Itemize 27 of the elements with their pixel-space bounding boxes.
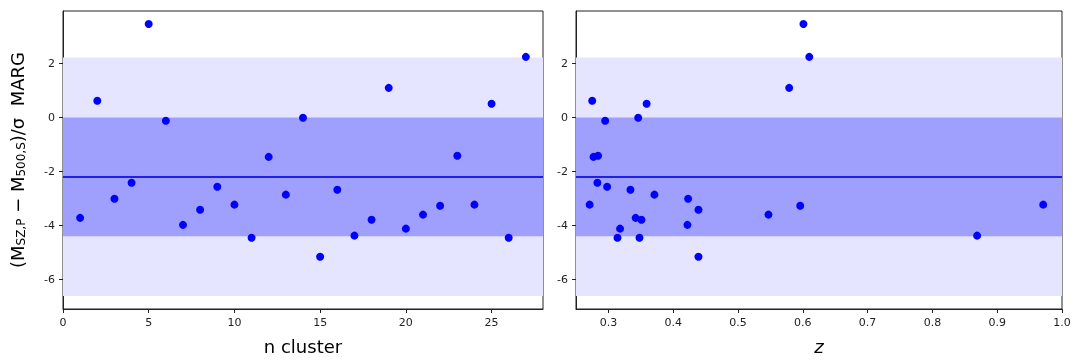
x-tick-label: 0.4 — [664, 316, 682, 329]
y-tick-label: 0 — [561, 111, 568, 125]
y-tick-label: -2 — [557, 164, 568, 178]
y-tick-label: -6 — [557, 272, 568, 286]
x-tick-label: 0.9 — [988, 316, 1006, 329]
x-tick-label: 10 — [227, 316, 242, 329]
x-tick-label: 1.0 — [1053, 316, 1071, 329]
x-axis-title: z — [813, 335, 825, 357]
y-tick-label: 2 — [48, 57, 55, 71]
x-tick-label: 0.3 — [599, 316, 618, 329]
x-tick-label: 25 — [484, 316, 499, 329]
x-tick-label: 5 — [145, 316, 153, 329]
y-tick-label: 2 — [561, 57, 568, 71]
x-axis-title: n cluster — [263, 335, 343, 357]
x-tick-label: 0.5 — [729, 316, 747, 329]
x-tick-label: 15 — [313, 316, 328, 329]
x-tick-label: 20 — [398, 316, 413, 329]
x-tick-label: 0.8 — [923, 316, 942, 329]
x-tick-label: 0.6 — [794, 316, 812, 329]
x-tick-label: 0 — [59, 316, 67, 329]
y-tick-label: -2 — [44, 164, 55, 178]
y-tick-label: -4 — [557, 218, 568, 232]
y-tick-label: 0 — [48, 111, 55, 125]
y-tick-label: -6 — [44, 272, 55, 286]
x-tick-label: 0.7 — [858, 316, 877, 329]
y-axis-title: (MSZ,P − M500,S)/σ MARG — [6, 51, 28, 269]
y-tick-label: -4 — [44, 218, 55, 232]
